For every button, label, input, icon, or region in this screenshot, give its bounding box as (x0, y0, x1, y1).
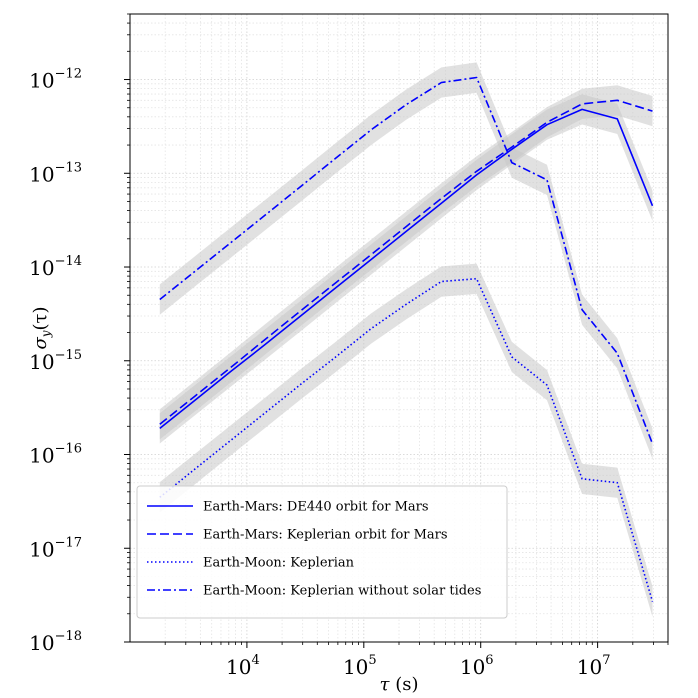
series-lines (159, 76, 654, 602)
x-axis-unit: (s) (389, 674, 418, 695)
y-tick-label: 10−14 (29, 254, 82, 280)
series-line-4 (159, 76, 654, 445)
legend-label-2: Earth-Mars: Keplerian orbit for Mars (203, 528, 448, 543)
y-axis-label: σy(τ) (30, 306, 53, 349)
legend-label-3: Earth-Moon: Keplerian (203, 556, 355, 571)
legend-box (136, 485, 508, 619)
y-tick-label: 10−17 (29, 535, 82, 561)
y-tick-label: 10−18 (29, 629, 82, 655)
x-tick-label: 105 (343, 653, 377, 679)
y-axis-subscript: y (39, 330, 53, 338)
legend: Earth-Mars: DE440 orbit for Mars Earth-Ma… (136, 485, 508, 619)
x-tick-label: 106 (460, 653, 494, 679)
y-tick-label: 10−12 (29, 67, 82, 93)
series-line-1 (159, 108, 654, 430)
uncertainty-band-4 (159, 62, 653, 460)
legend-entries: Earth-Mars: DE440 orbit for Mars Earth-Ma… (147, 500, 481, 599)
y-tick-label: 10−16 (29, 442, 82, 468)
y-tick-label: 10−15 (29, 348, 82, 374)
x-axis-ticks: 104 105 106 107 (164, 642, 669, 679)
y-axis-symbol: σ (30, 337, 51, 350)
y-axis-ticks: 10−12 10−13 10−14 10−15 10−16 10−17 10−18 (29, 13, 130, 655)
uncertainty-band-1 (159, 94, 653, 444)
x-axis-symbol: τ (380, 674, 391, 695)
x-tick-label: 107 (577, 653, 611, 679)
legend-label-1: Earth-Mars: DE440 orbit for Mars (203, 500, 429, 515)
x-axis-label: τ (s) (380, 674, 419, 695)
uncertainty-band-2 (159, 85, 653, 440)
x-tick-label: 104 (226, 653, 260, 679)
y-axis-argument: (τ) (30, 306, 51, 330)
y-tick-label: 10−13 (29, 160, 82, 186)
uncertainty-bands (159, 62, 653, 617)
series-line-2 (159, 99, 653, 425)
legend-label-4: Earth-Moon: Keplerian without solar tide… (203, 584, 481, 599)
series-line-3 (159, 277, 654, 602)
